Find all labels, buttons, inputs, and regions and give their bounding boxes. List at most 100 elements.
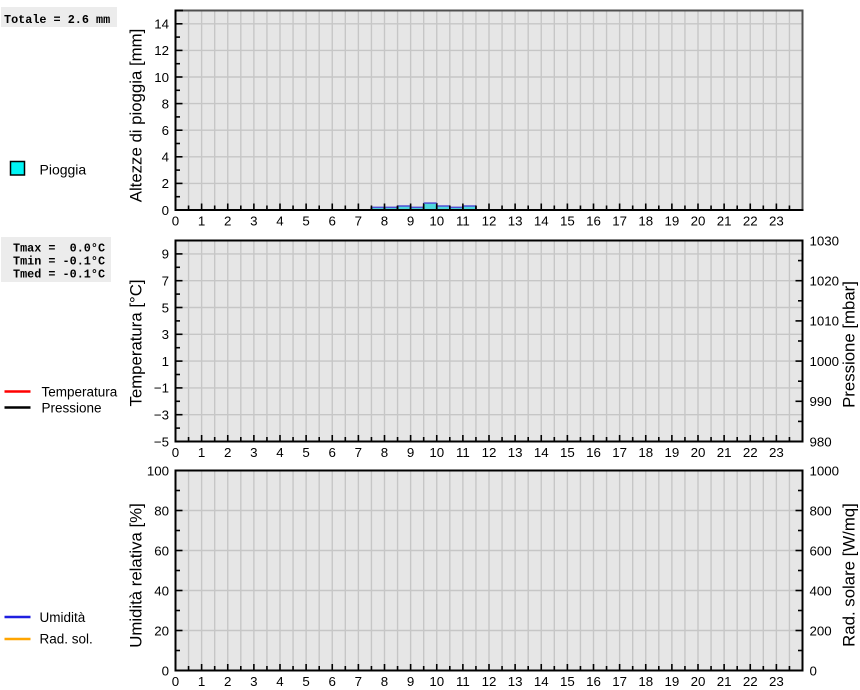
svg-text:100: 100 — [147, 463, 169, 478]
svg-text:6: 6 — [329, 214, 336, 229]
svg-text:11: 11 — [456, 445, 470, 460]
svg-text:3: 3 — [250, 214, 257, 229]
svg-text:1010: 1010 — [810, 314, 840, 329]
svg-text:8: 8 — [381, 445, 388, 460]
svg-text:10: 10 — [429, 214, 444, 229]
svg-text:6: 6 — [329, 674, 336, 689]
svg-text:1: 1 — [162, 354, 169, 369]
svg-text:13: 13 — [508, 445, 523, 460]
svg-text:10: 10 — [154, 70, 169, 85]
svg-text:18: 18 — [638, 445, 653, 460]
svg-text:11: 11 — [456, 214, 470, 229]
svg-text:9: 9 — [407, 445, 414, 460]
svg-text:7: 7 — [355, 445, 362, 460]
svg-text:6: 6 — [162, 123, 169, 138]
svg-text:20: 20 — [691, 214, 706, 229]
svg-text:Temperatura [°C]: Temperatura [°C] — [127, 279, 146, 406]
svg-text:5: 5 — [162, 300, 169, 315]
svg-text:4: 4 — [276, 214, 283, 229]
svg-text:0: 0 — [162, 663, 169, 678]
svg-text:0: 0 — [810, 663, 817, 678]
svg-text:2: 2 — [224, 674, 231, 689]
svg-text:3: 3 — [250, 445, 257, 460]
svg-text:10: 10 — [429, 674, 444, 689]
svg-text:4: 4 — [162, 150, 169, 165]
svg-text:23: 23 — [769, 214, 784, 229]
svg-text:2: 2 — [224, 214, 231, 229]
svg-text:21: 21 — [717, 445, 732, 460]
svg-text:Temperatura: Temperatura — [42, 385, 118, 400]
svg-text:18: 18 — [638, 674, 653, 689]
svg-text:16: 16 — [586, 674, 601, 689]
svg-text:10: 10 — [429, 445, 444, 460]
svg-text:23: 23 — [769, 445, 784, 460]
svg-text:12: 12 — [482, 445, 497, 460]
svg-text:1020: 1020 — [810, 273, 840, 288]
svg-text:9: 9 — [162, 247, 169, 262]
svg-text:15: 15 — [560, 214, 575, 229]
svg-text:14: 14 — [534, 445, 549, 460]
svg-text:−3: −3 — [154, 407, 169, 422]
svg-text:Tmax = 0.0°C: Tmax = 0.0°C — [13, 242, 105, 256]
svg-text:400: 400 — [810, 583, 832, 598]
svg-text:Totale = 2.6 mm: Totale = 2.6 mm — [4, 13, 110, 27]
svg-text:−5: −5 — [154, 434, 169, 449]
svg-text:8: 8 — [381, 674, 388, 689]
svg-text:12: 12 — [482, 674, 497, 689]
svg-text:21: 21 — [717, 214, 732, 229]
svg-text:16: 16 — [586, 214, 601, 229]
svg-text:40: 40 — [154, 583, 169, 598]
svg-text:1000: 1000 — [810, 354, 840, 369]
svg-text:14: 14 — [154, 17, 169, 32]
svg-text:9: 9 — [407, 214, 414, 229]
svg-text:Rad. sol.: Rad. sol. — [40, 632, 93, 647]
svg-text:Rad. solare [W/mq]: Rad. solare [W/mq] — [840, 503, 859, 647]
svg-text:12: 12 — [154, 43, 169, 58]
svg-text:0: 0 — [172, 674, 179, 689]
svg-text:23: 23 — [769, 674, 784, 689]
svg-text:20: 20 — [691, 445, 706, 460]
svg-text:22: 22 — [743, 674, 758, 689]
svg-text:17: 17 — [612, 445, 627, 460]
svg-text:17: 17 — [612, 214, 627, 229]
svg-text:16: 16 — [586, 445, 601, 460]
svg-text:19: 19 — [664, 674, 679, 689]
svg-text:18: 18 — [638, 214, 653, 229]
svg-text:Tmin = -0.1°C: Tmin = -0.1°C — [13, 255, 105, 269]
svg-text:6: 6 — [329, 445, 336, 460]
svg-text:15: 15 — [560, 445, 575, 460]
svg-text:2: 2 — [162, 176, 169, 191]
svg-text:11: 11 — [456, 674, 470, 689]
svg-text:800: 800 — [810, 503, 832, 518]
svg-text:1: 1 — [198, 214, 205, 229]
svg-text:Pioggia: Pioggia — [40, 162, 87, 178]
svg-text:0: 0 — [172, 445, 179, 460]
svg-text:20: 20 — [691, 674, 706, 689]
svg-text:19: 19 — [664, 445, 679, 460]
svg-text:Pressione: Pressione — [42, 401, 102, 416]
svg-text:13: 13 — [508, 214, 523, 229]
svg-text:7: 7 — [355, 214, 362, 229]
svg-text:22: 22 — [743, 445, 758, 460]
svg-text:Umidità: Umidità — [40, 610, 86, 625]
svg-text:0: 0 — [172, 214, 179, 229]
svg-text:Umidità relativa [%]: Umidità relativa [%] — [127, 503, 146, 648]
svg-text:21: 21 — [717, 674, 732, 689]
svg-text:20: 20 — [154, 623, 169, 638]
svg-text:−1: −1 — [154, 381, 169, 396]
svg-text:3: 3 — [250, 674, 257, 689]
svg-text:200: 200 — [810, 623, 832, 638]
svg-text:Tmed = -0.1°C: Tmed = -0.1°C — [13, 268, 105, 282]
svg-text:19: 19 — [664, 214, 679, 229]
svg-text:1: 1 — [198, 445, 205, 460]
svg-text:5: 5 — [302, 674, 309, 689]
svg-text:17: 17 — [612, 674, 627, 689]
svg-text:9: 9 — [407, 674, 414, 689]
svg-text:990: 990 — [810, 394, 832, 409]
svg-text:7: 7 — [162, 273, 169, 288]
svg-text:8: 8 — [162, 96, 169, 111]
svg-text:0: 0 — [162, 203, 169, 218]
svg-text:14: 14 — [534, 214, 549, 229]
svg-text:Altezze di pioggia [mm]: Altezze di pioggia [mm] — [127, 29, 146, 202]
svg-text:14: 14 — [534, 674, 549, 689]
